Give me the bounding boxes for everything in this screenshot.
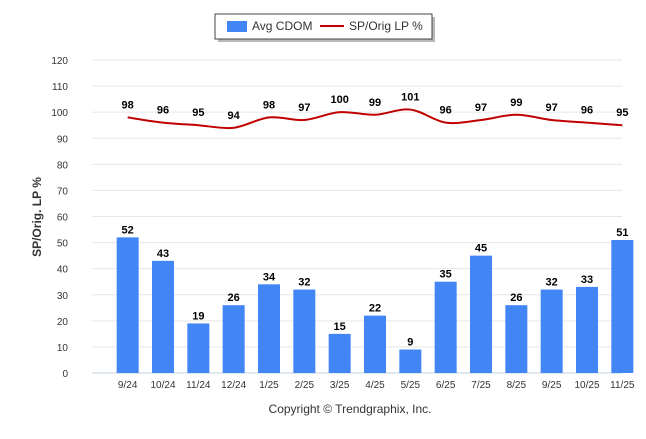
- legend: Avg CDOM SP/Orig LP %: [214, 13, 435, 42]
- y-tick-label: 90: [57, 134, 69, 145]
- x-tick-label: 9/24: [118, 380, 138, 391]
- bar-data-label: 51: [616, 227, 628, 239]
- x-tick-label: 1/25: [259, 380, 279, 391]
- bar: [152, 260, 174, 373]
- bar: [505, 305, 528, 373]
- x-tick-label: 2/25: [295, 380, 315, 391]
- line-path: [127, 108, 623, 130]
- y-tick-label: 30: [57, 291, 69, 302]
- y-tick-label: 20: [57, 317, 69, 328]
- bar-data-label: 32: [546, 277, 558, 289]
- bar: [470, 255, 492, 373]
- y-tick-label: 0: [62, 369, 68, 380]
- y-axis-ticks: 0 10 20 30 40 50 60 70 80 90 100 110 120: [51, 56, 68, 380]
- line-data-label: 97: [298, 102, 310, 114]
- line-data-label: 94: [228, 110, 241, 122]
- bar: [611, 239, 634, 373]
- y-tick-label: 70: [57, 186, 69, 197]
- x-tick-label: 3/25: [330, 380, 350, 391]
- bar-data-label: 43: [157, 248, 169, 260]
- bar-data-label: 45: [475, 243, 487, 255]
- line-data-label: 95: [616, 107, 628, 119]
- bar: [399, 349, 422, 373]
- bar: [293, 289, 316, 373]
- y-tick-label: 80: [57, 160, 69, 171]
- y-tick-label: 110: [52, 82, 68, 93]
- line-data-label: 98: [122, 99, 134, 111]
- x-tick-label: 10/24: [150, 380, 175, 391]
- bar-data-label: 32: [298, 277, 310, 289]
- line-data-label: 96: [157, 105, 169, 117]
- x-tick-label: 11/25: [610, 380, 635, 391]
- bar-data-label: 52: [122, 224, 134, 236]
- bar-data-label: 19: [192, 310, 204, 322]
- line-data-label: 99: [369, 97, 381, 109]
- grid-lines: [92, 59, 622, 374]
- bar-data-label: 33: [581, 274, 593, 286]
- x-tick-label: 5/25: [401, 380, 421, 391]
- line-data-label: 101: [401, 92, 419, 104]
- bar: [576, 286, 598, 373]
- line-data-label: 96: [581, 105, 593, 117]
- bar-data-label: 26: [510, 292, 522, 304]
- x-tick-label: 11/24: [186, 380, 211, 391]
- footer-copyright: Copyright © Trendgraphix, Inc.: [269, 402, 432, 416]
- x-axis-ticks: 9/24 10/24 11/24 12/24 1/25 2/25 3/25 4/25 5/25 6…: [118, 380, 635, 391]
- y-tick-label: 60: [57, 213, 69, 224]
- bar-data-label: 9: [407, 337, 413, 349]
- bar: [116, 237, 139, 373]
- x-tick-label: 12/24: [221, 380, 246, 391]
- x-tick-label: 7/25: [471, 380, 491, 391]
- bar: [222, 305, 245, 373]
- bar-series: 52 43 19 26 34 32 15 22 9 35 45 26 32 33 51: [116, 224, 634, 373]
- y-tick-label: 120: [51, 56, 68, 67]
- y-tick-label: 10: [57, 343, 69, 354]
- y-axis-label: SP/Orig. LP %: [30, 177, 44, 257]
- line-data-label: 95: [192, 107, 204, 119]
- line-data-label: 98: [263, 99, 275, 111]
- bar: [328, 333, 351, 373]
- legend-swatch-avg-cdom: [227, 21, 247, 32]
- bar: [434, 281, 457, 373]
- bar: [187, 323, 210, 373]
- line-data-label: 100: [330, 94, 348, 106]
- legend-label-avg-cdom: Avg CDOM: [252, 19, 312, 33]
- y-tick-label: 40: [57, 265, 69, 276]
- bar: [364, 315, 386, 373]
- line-data-label: 97: [475, 102, 487, 114]
- bar: [258, 284, 280, 373]
- x-tick-label: 9/25: [542, 380, 562, 391]
- bar: [540, 289, 563, 373]
- line-data-label: 99: [510, 97, 522, 109]
- bar-data-label: 22: [369, 303, 381, 315]
- bar-data-label: 15: [334, 321, 346, 333]
- x-tick-label: 6/25: [436, 380, 456, 391]
- line-data-label: 97: [546, 102, 558, 114]
- line-series: 98 96 95 94 98 97 100 99 101 96 97 99 97 96 95: [122, 92, 628, 130]
- x-tick-label: 8/25: [507, 380, 527, 391]
- y-tick-label: 100: [51, 108, 68, 119]
- bar-data-label: 26: [228, 292, 240, 304]
- x-tick-label: 4/25: [365, 380, 385, 391]
- bar-data-label: 34: [263, 271, 276, 283]
- y-tick-label: 50: [57, 239, 69, 250]
- bar-data-label: 35: [440, 269, 452, 281]
- line-data-label: 96: [440, 105, 452, 117]
- x-tick-label: 10/25: [574, 380, 599, 391]
- legend-label-sp-orig-lp: SP/Orig LP %: [349, 19, 423, 33]
